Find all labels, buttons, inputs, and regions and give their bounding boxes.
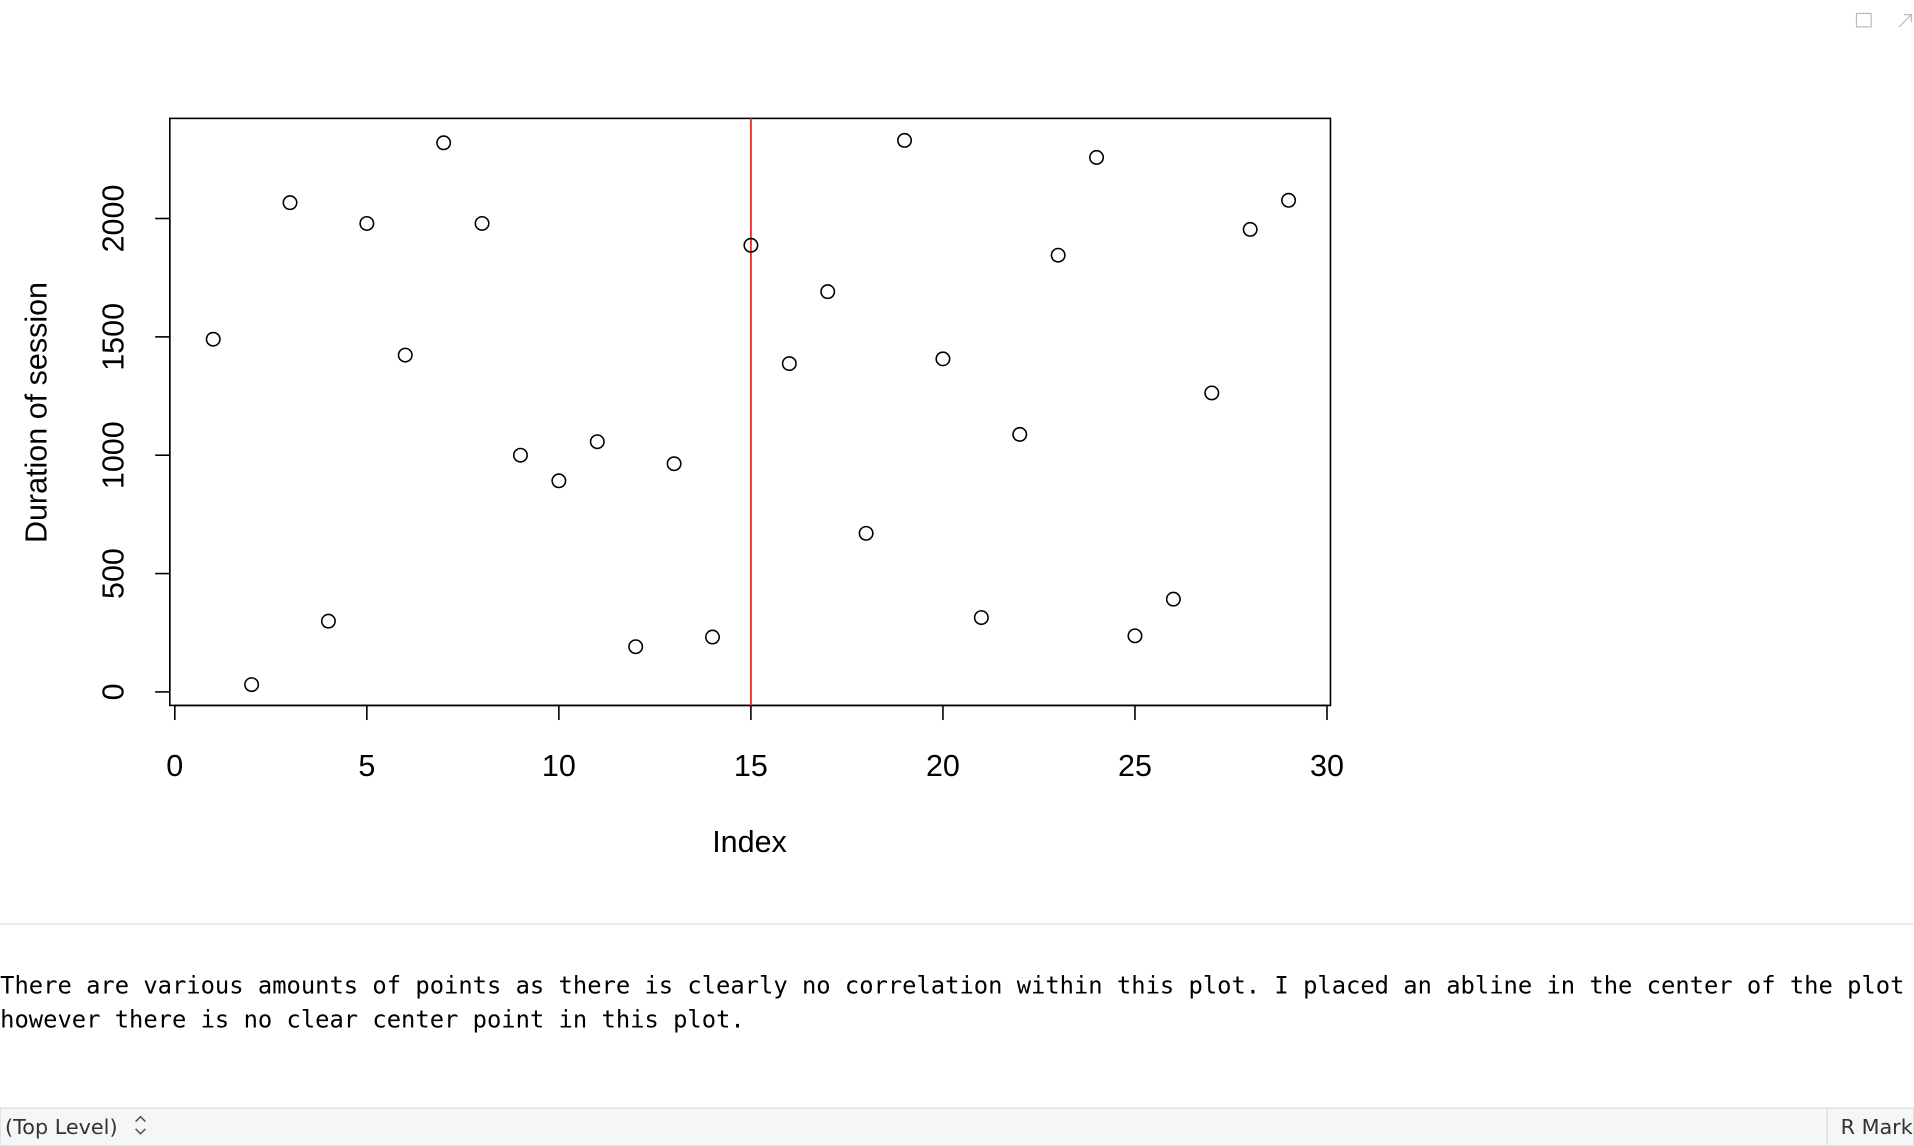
point (1281, 192, 1297, 208)
y-tick-label: 0 (96, 683, 130, 700)
status-bar (0, 1107, 1914, 1146)
expand-icon[interactable] (1855, 12, 1872, 28)
x-tick-label: 10 (542, 749, 576, 783)
doc-type[interactable]: R Mark (1841, 1115, 1913, 1139)
point (1050, 247, 1066, 263)
popout-icon[interactable] (1898, 14, 1913, 28)
point (1165, 591, 1181, 607)
point (704, 629, 721, 645)
point (666, 456, 682, 472)
point (1242, 221, 1258, 237)
toolbar-icons[interactable] (1855, 12, 1913, 28)
point (474, 215, 490, 231)
point (628, 639, 644, 655)
x-tick-label: 15 (734, 749, 768, 783)
point (282, 195, 298, 211)
point (858, 525, 874, 541)
y-tick-label: 500 (96, 548, 130, 599)
point (743, 237, 759, 253)
point (1127, 628, 1143, 644)
point (820, 284, 836, 300)
point (512, 447, 528, 463)
point (320, 613, 336, 629)
x-tick-label: 30 (1310, 749, 1344, 783)
x-tick-label: 5 (358, 749, 375, 783)
point (359, 215, 375, 231)
x-tick-label: 20 (926, 749, 960, 783)
point (397, 347, 413, 363)
point (244, 677, 260, 693)
prose-line: There are various amounts of points as t… (0, 971, 1904, 999)
point (551, 473, 567, 489)
x-tick-label: 25 (1118, 749, 1152, 783)
y-axis-title: Duration of session (20, 282, 54, 543)
y-tick-label: 2000 (96, 185, 130, 253)
scope-arrows[interactable] (135, 1115, 146, 1135)
prose-line: however there is no clear center point i… (0, 1006, 745, 1034)
point (935, 351, 951, 367)
y-tick-label: 1000 (96, 421, 130, 489)
point (1089, 149, 1105, 165)
scope-selector[interactable]: (Top Level) (5, 1115, 117, 1139)
point (205, 331, 221, 347)
point (1012, 426, 1028, 442)
x-tick-label: 0 (166, 749, 183, 783)
point (1204, 385, 1220, 401)
point (897, 132, 913, 148)
x-axis-title: Index (712, 825, 787, 859)
point (781, 356, 797, 372)
point (436, 135, 452, 151)
y-tick-label: 1500 (96, 303, 130, 371)
point (973, 610, 989, 626)
point (589, 434, 605, 450)
